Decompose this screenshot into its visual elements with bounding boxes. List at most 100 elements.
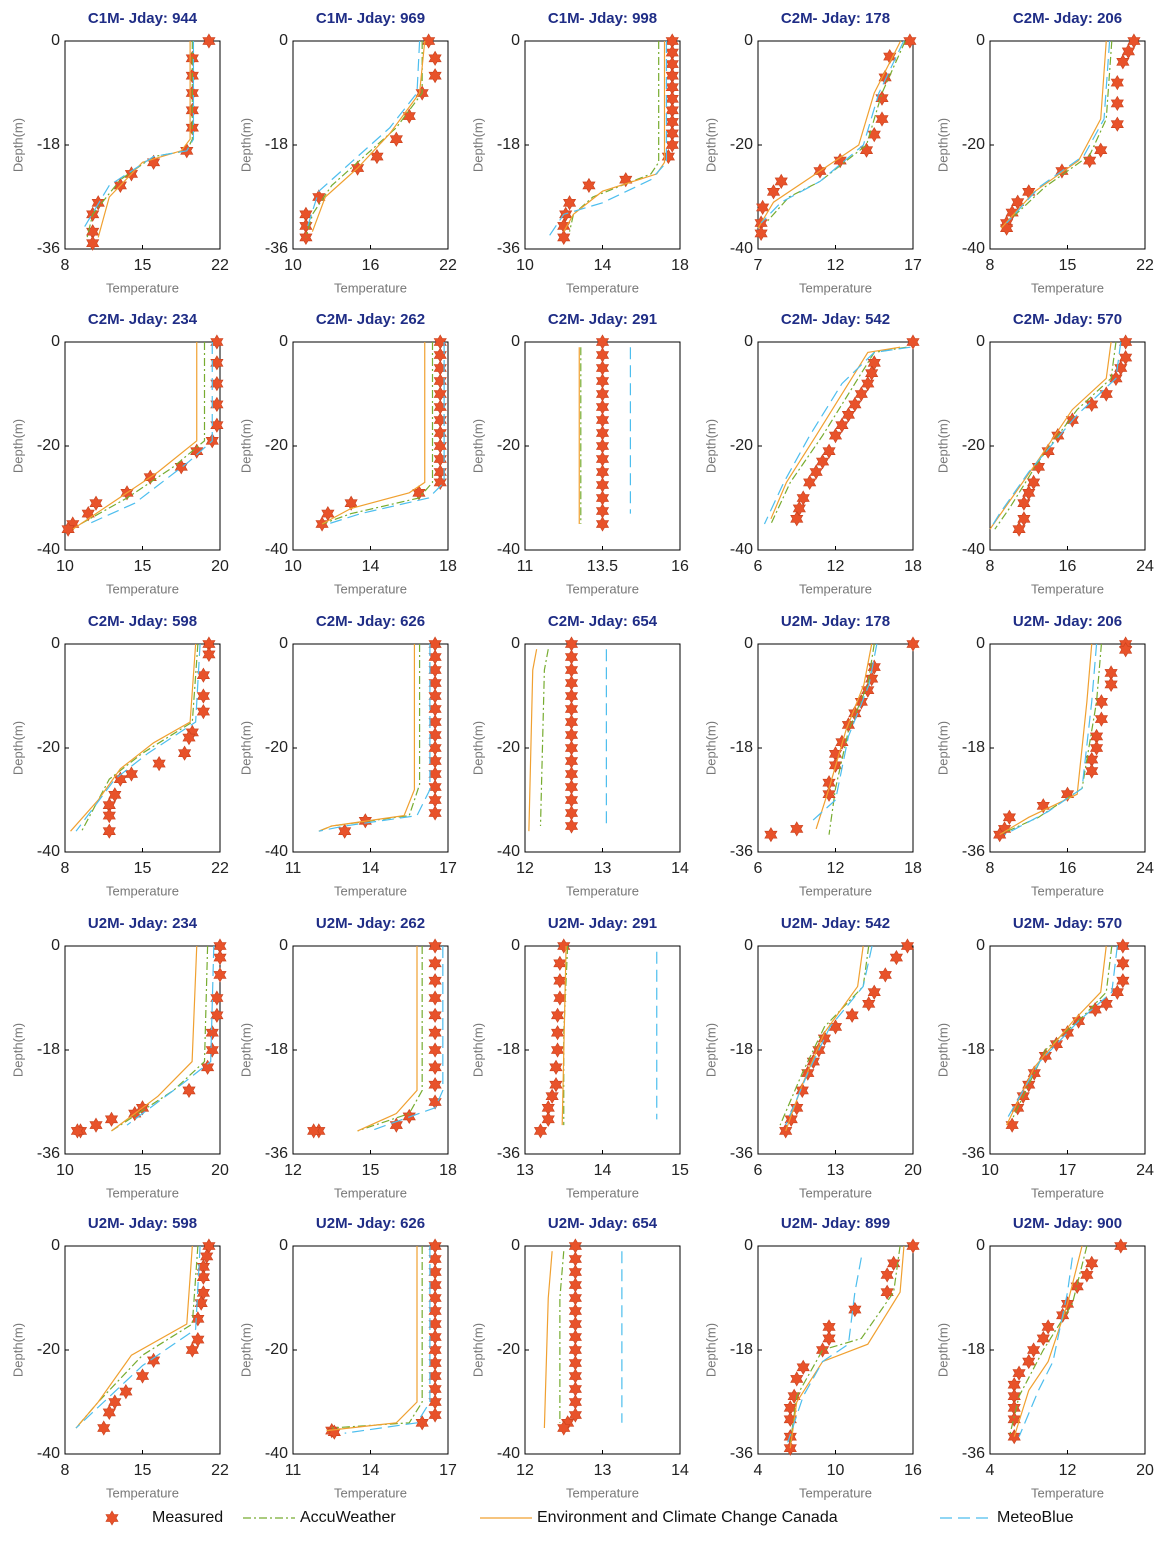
measured-marker xyxy=(428,1059,442,1075)
x-axis-label: Temperature xyxy=(334,1485,407,1500)
x-axis-label: Temperature xyxy=(106,1485,179,1500)
legend-label: Measured xyxy=(152,1509,223,1526)
axes-box xyxy=(757,341,914,551)
measured-marker xyxy=(202,1238,216,1254)
panel-title: C2M- Jday: 626 xyxy=(316,613,425,630)
measured-marker xyxy=(564,636,579,652)
y-tick-label: -18 xyxy=(962,1341,985,1358)
x-axis-label: Temperature xyxy=(566,280,639,295)
measured-marker xyxy=(549,1077,563,1093)
y-tick-label: -20 xyxy=(37,739,60,756)
y-tick-label: -40 xyxy=(962,541,985,558)
series-line xyxy=(1006,945,1118,1120)
measured-marker xyxy=(816,1342,830,1358)
measured-marker xyxy=(1094,694,1108,710)
y-tick-label: -18 xyxy=(265,1041,288,1058)
measured-marker xyxy=(428,714,442,730)
x-tick-label: 22 xyxy=(211,860,229,877)
y-axis-label: Depth(m) xyxy=(238,118,253,172)
series-line xyxy=(828,643,875,835)
x-tick-label: 15 xyxy=(134,860,152,877)
axes-box xyxy=(524,1245,681,1455)
x-tick-label: 12 xyxy=(284,1162,302,1179)
y-tick-label: -36 xyxy=(265,240,288,257)
y-tick-label: -18 xyxy=(37,1041,60,1058)
y-tick-label: 0 xyxy=(976,1237,985,1254)
x-tick-label: 16 xyxy=(1059,558,1077,575)
measured-marker xyxy=(210,1007,224,1023)
measured-marker xyxy=(1099,996,1113,1012)
panel-title: U2M- Jday: 899 xyxy=(781,1215,890,1232)
measured-marker xyxy=(191,1311,205,1327)
measured-marker xyxy=(564,818,579,834)
x-axis-label: Temperature xyxy=(1031,581,1104,596)
series-line xyxy=(370,946,444,1132)
measured-marker xyxy=(102,1404,116,1420)
x-tick-label: 6 xyxy=(754,860,763,877)
measured-marker xyxy=(564,740,579,756)
y-tick-label: 0 xyxy=(51,32,60,49)
measured-marker xyxy=(595,347,610,363)
axes-box xyxy=(64,643,221,853)
series-line xyxy=(81,643,199,832)
measured-marker xyxy=(177,745,192,761)
measured-marker xyxy=(1070,1278,1084,1295)
measured-marker xyxy=(880,1284,894,1300)
measured-marker xyxy=(564,688,579,704)
series-line xyxy=(321,342,434,525)
measured-marker xyxy=(210,396,224,412)
panel-title: U2M- Jday: 654 xyxy=(548,1215,658,1232)
x-tick-label: 17 xyxy=(904,257,922,274)
y-axis-label: Depth(m) xyxy=(935,118,950,172)
y-tick-label: -20 xyxy=(497,739,520,756)
measured-marker xyxy=(880,1267,894,1283)
series-line xyxy=(789,1245,905,1449)
panel-title: C2M- Jday: 178 xyxy=(781,10,890,27)
measured-marker xyxy=(1012,1365,1026,1381)
measured-marker xyxy=(595,516,610,532)
y-tick-label: 0 xyxy=(279,333,288,350)
measured-marker xyxy=(1121,43,1135,59)
measured-marker xyxy=(433,474,447,490)
x-tick-label: 20 xyxy=(211,1162,229,1179)
measured-marker xyxy=(817,1030,832,1047)
panel-title: U2M- Jday: 291 xyxy=(548,915,657,932)
measured-marker xyxy=(833,153,847,169)
y-tick-label: -20 xyxy=(962,136,985,153)
measured-marker xyxy=(595,464,610,480)
measured-marker xyxy=(564,753,579,769)
series-line xyxy=(809,643,878,824)
measured-marker xyxy=(428,792,442,808)
measured-marker xyxy=(415,1415,429,1431)
x-axis-label: Temperature xyxy=(1031,1185,1104,1200)
measured-marker xyxy=(862,996,876,1012)
panel-title: U2M- Jday: 542 xyxy=(781,915,890,932)
measured-marker xyxy=(541,1111,555,1127)
measured-marker xyxy=(119,1384,133,1400)
measured-marker xyxy=(1110,116,1124,132)
measured-marker xyxy=(568,1251,582,1267)
y-axis-label: Depth(m) xyxy=(470,419,485,473)
series-line xyxy=(1018,1257,1073,1437)
measured-marker xyxy=(113,771,127,787)
series-line xyxy=(321,342,426,525)
measured-marker xyxy=(595,386,610,402)
panel-title: U2M- Jday: 598 xyxy=(88,1215,197,1232)
measured-marker xyxy=(568,1277,582,1293)
y-axis-label: Depth(m) xyxy=(935,1023,950,1077)
measured-marker xyxy=(146,1352,161,1368)
x-tick-label: 20 xyxy=(904,1162,922,1179)
x-tick-label: 22 xyxy=(1136,257,1154,274)
measured-marker xyxy=(174,459,188,475)
series-line xyxy=(318,644,421,832)
x-tick-label: 10 xyxy=(284,558,302,575)
series-line xyxy=(543,1251,553,1429)
y-tick-label: 0 xyxy=(279,32,288,49)
measured-marker xyxy=(196,667,210,683)
series-line xyxy=(770,346,901,520)
measured-marker xyxy=(1085,1255,1099,1271)
measured-marker xyxy=(428,1329,442,1345)
measured-marker xyxy=(1036,1330,1050,1347)
measured-marker xyxy=(428,675,442,691)
y-tick-label: 0 xyxy=(976,937,985,954)
